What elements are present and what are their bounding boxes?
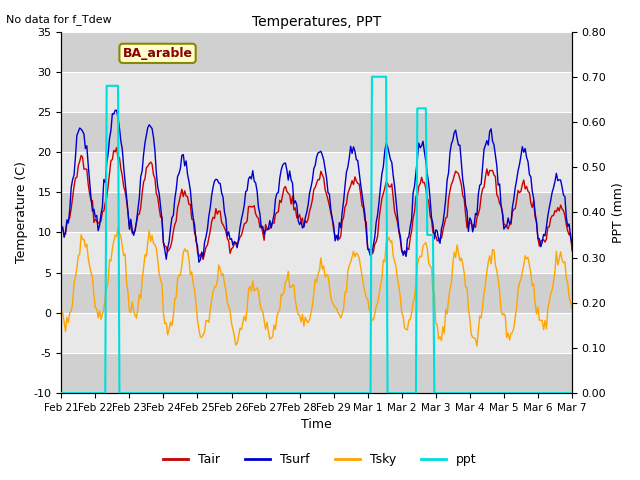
Text: No data for f_Tdew: No data for f_Tdew	[6, 14, 112, 25]
Bar	[61, 32, 572, 72]
Title: Temperatures, PPT: Temperatures, PPT	[252, 15, 381, 29]
Y-axis label: Temperature (C): Temperature (C)	[15, 161, 28, 263]
Legend: Tair, Tsurf, Tsky, ppt: Tair, Tsurf, Tsky, ppt	[158, 448, 482, 471]
Y-axis label: PPT (mm): PPT (mm)	[612, 182, 625, 243]
Bar	[61, 192, 572, 232]
Bar	[61, 232, 572, 273]
Bar	[61, 353, 572, 393]
Bar	[61, 152, 572, 192]
Text: BA_arable: BA_arable	[123, 47, 193, 60]
X-axis label: Time: Time	[301, 419, 332, 432]
Bar	[61, 273, 572, 313]
Bar	[61, 112, 572, 152]
Bar	[61, 313, 572, 353]
Bar	[61, 72, 572, 112]
